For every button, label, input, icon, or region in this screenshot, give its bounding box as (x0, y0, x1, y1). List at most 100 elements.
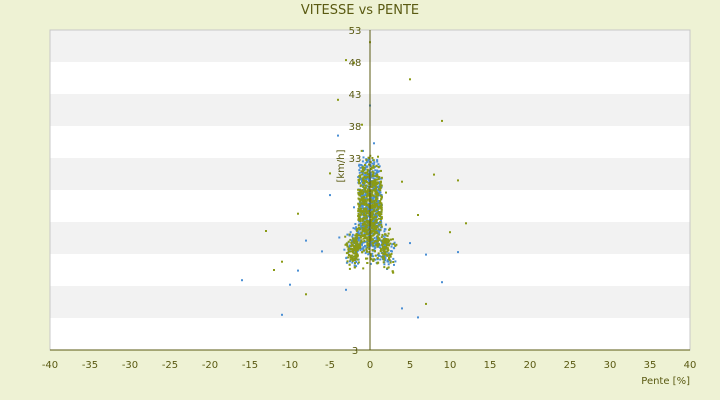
x-tick-label: 40 (684, 360, 697, 371)
scatter-point (365, 257, 367, 260)
scatter-point (366, 233, 369, 235)
scatter-point (374, 254, 377, 257)
scatter-point (368, 209, 371, 212)
scatter-point (359, 245, 362, 248)
scatter-point (360, 212, 363, 215)
scatter-point (355, 235, 358, 238)
scatter-point (401, 307, 403, 310)
scatter-point (367, 178, 370, 181)
scatter-point (362, 241, 365, 244)
scatter-point (356, 248, 359, 251)
scatter-point (337, 134, 339, 137)
scatter-point (351, 251, 354, 254)
scatter-point (394, 260, 397, 263)
scatter-point (380, 248, 383, 251)
scatter-point (388, 239, 390, 242)
scatter-point (376, 159, 379, 162)
scatter-point (305, 293, 307, 296)
scatter-point (372, 187, 375, 189)
scatter-point (371, 258, 374, 261)
scatter-point (344, 235, 347, 238)
scatter-point (389, 260, 392, 263)
scatter-point (378, 237, 381, 240)
scatter-point (366, 185, 369, 188)
scatter-point (372, 197, 375, 200)
scatter-point (359, 242, 362, 245)
scatter-point (370, 197, 373, 200)
scatter-point (382, 235, 385, 238)
scatter-point (379, 228, 382, 231)
scatter-point (374, 185, 377, 188)
scatter-point (370, 218, 373, 221)
scatter-point (384, 234, 387, 237)
scatter-point (375, 201, 378, 204)
scatter-point (377, 243, 380, 246)
scatter-point (361, 181, 364, 184)
scatter-point (380, 196, 383, 199)
scatter-point (376, 229, 379, 232)
scatter-point (390, 252, 393, 255)
scatter-point (365, 209, 368, 211)
scatter-point (357, 234, 360, 237)
scatter-point (368, 227, 371, 230)
scatter-point (353, 61, 355, 64)
scatter-point (364, 225, 367, 228)
scatter-point (353, 264, 356, 267)
scatter-point (380, 223, 383, 226)
scatter-point (374, 246, 377, 249)
scatter-point (348, 248, 351, 251)
scatter-point (388, 256, 391, 259)
scatter-point (364, 217, 367, 220)
scatter-point (377, 222, 380, 224)
scatter-point (377, 211, 380, 213)
scatter-point (352, 259, 354, 262)
scatter-point (359, 236, 362, 239)
scatter-point (376, 210, 379, 213)
scatter-point (361, 166, 364, 169)
scatter-point (361, 243, 363, 246)
scatter-point (358, 220, 361, 223)
x-tick-label: 5 (407, 360, 413, 371)
scatter-point (350, 245, 353, 248)
scatter-point (355, 226, 358, 229)
scatter-point (359, 247, 361, 249)
scatter-point (356, 254, 359, 257)
scatter-point (365, 214, 368, 217)
scatter-point (383, 263, 386, 266)
scatter-point (347, 240, 350, 243)
scatter-point (386, 238, 389, 241)
scatter-point (392, 246, 395, 249)
scatter-point (401, 180, 403, 183)
scatter-point (365, 229, 368, 232)
scatter-point (361, 218, 364, 220)
scatter-point (380, 198, 383, 201)
scatter-point (385, 191, 387, 194)
scatter-point (379, 203, 382, 206)
scatter-point (358, 164, 360, 167)
scatter-point (362, 170, 365, 173)
scatter-point (367, 227, 370, 230)
scatter-point (388, 228, 391, 231)
x-tick-label: -20 (202, 360, 218, 371)
scatter-point (371, 157, 374, 159)
scatter-point (377, 181, 380, 184)
scatter-point (374, 183, 377, 186)
scatter-point (379, 246, 382, 249)
scatter-point (353, 257, 356, 260)
scatter-point (363, 174, 366, 177)
scatter-point (356, 243, 359, 246)
scatter-point (362, 190, 365, 193)
scatter-point (329, 194, 331, 197)
scatter-point (387, 266, 390, 269)
scatter-point (368, 234, 370, 237)
scatter-point (361, 177, 364, 180)
scatter-point (361, 205, 364, 207)
scatter-point (365, 226, 368, 229)
scatter-point (379, 219, 382, 222)
scatter-point (361, 168, 364, 171)
scatter-point (349, 258, 352, 261)
scatter-point (371, 182, 374, 185)
scatter-point (363, 182, 366, 185)
scatter-points (241, 41, 467, 319)
